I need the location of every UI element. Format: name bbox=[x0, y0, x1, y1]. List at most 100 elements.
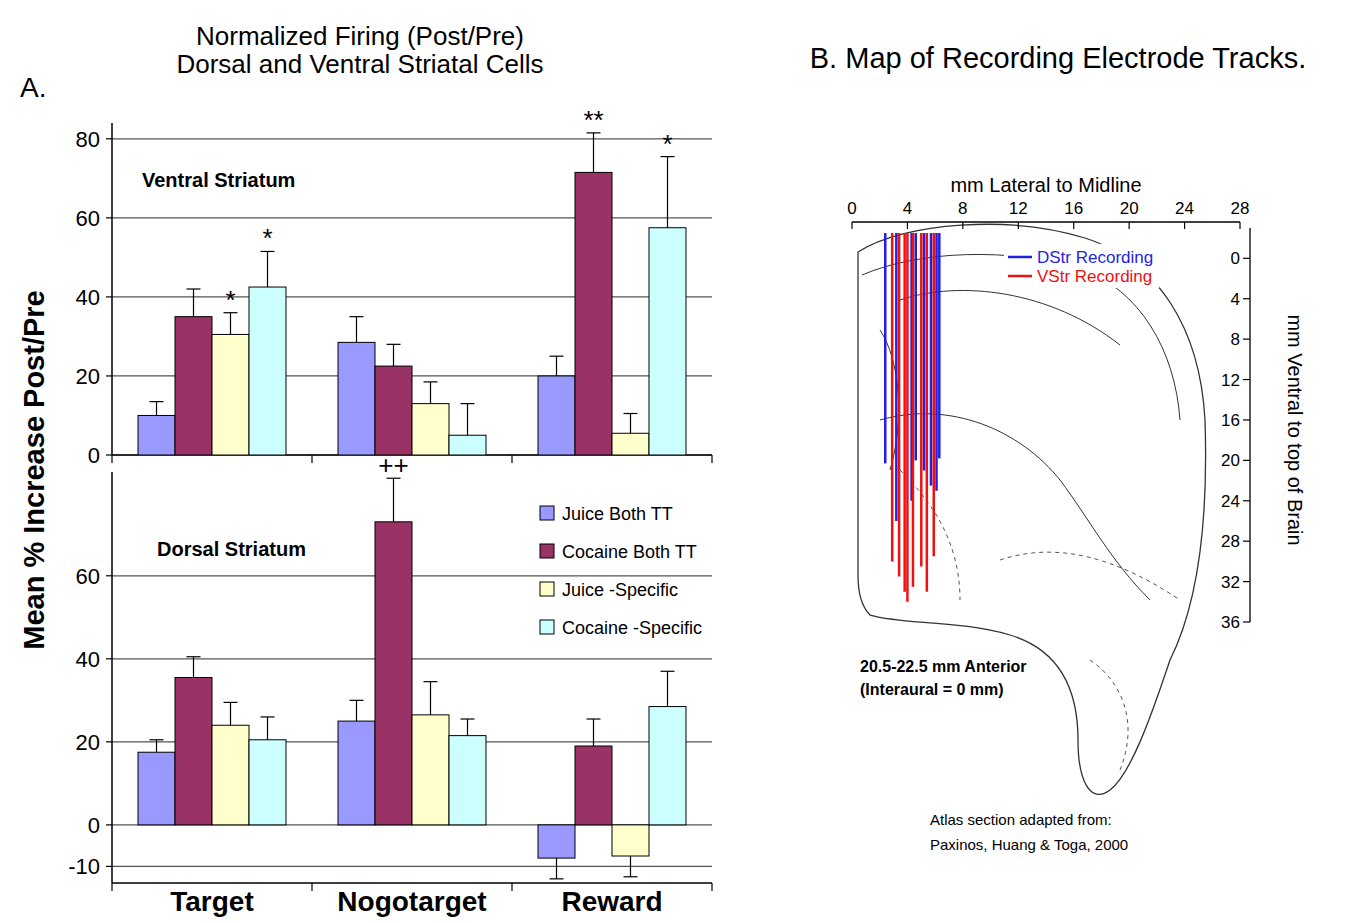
error-cap bbox=[624, 876, 638, 877]
error-bar bbox=[387, 344, 401, 366]
x-tick bbox=[1184, 222, 1185, 229]
error-cap bbox=[624, 413, 638, 414]
y-tick-label: -10 bbox=[68, 854, 100, 879]
error-stem bbox=[556, 356, 557, 376]
y-tick-label: 20 bbox=[1221, 451, 1240, 470]
significance: ++ bbox=[378, 450, 408, 480]
x-tick-label: 24 bbox=[1175, 199, 1194, 218]
error-cap bbox=[224, 702, 238, 703]
map-legend: DStr RecordingVStr Recording bbox=[1004, 244, 1159, 288]
error-cap bbox=[424, 681, 438, 682]
error-bar bbox=[624, 856, 638, 877]
bar bbox=[649, 707, 686, 825]
y-tick bbox=[1243, 500, 1250, 501]
y-tick-label: 60 bbox=[76, 564, 100, 589]
legend-label: DStr Recording bbox=[1037, 248, 1153, 267]
error-cap bbox=[187, 656, 201, 657]
error-bar bbox=[350, 700, 364, 721]
error-stem bbox=[156, 402, 157, 416]
bar bbox=[175, 678, 212, 825]
electrode-track bbox=[935, 233, 938, 491]
y-tick-label: 8 bbox=[1231, 330, 1240, 349]
error-bar bbox=[587, 719, 601, 746]
y-tick bbox=[1243, 621, 1250, 622]
credit: Paxinos, Huang & Toga, 2000 bbox=[930, 836, 1128, 853]
x-axis bbox=[112, 882, 712, 884]
y-tick-label: 16 bbox=[1221, 411, 1240, 430]
x-tick-label: 16 bbox=[1064, 199, 1083, 218]
x-tick bbox=[1073, 222, 1074, 229]
grid-line bbox=[112, 138, 712, 139]
legend-swatch bbox=[540, 582, 554, 596]
legend-background bbox=[1004, 244, 1159, 288]
y-axis bbox=[111, 472, 113, 883]
y-tick-label: 12 bbox=[1221, 371, 1240, 390]
electrode-track bbox=[938, 233, 941, 458]
y-tick bbox=[1243, 419, 1250, 420]
x-tick bbox=[962, 222, 963, 229]
y-tick-label: 60 bbox=[76, 206, 100, 231]
x-tick bbox=[1018, 222, 1019, 229]
x-tick bbox=[511, 455, 512, 463]
map-axes: 0481216202428mm Lateral to Midline048121… bbox=[847, 174, 1306, 632]
panel-title: B. Map of Recording Electrode Tracks. bbox=[810, 42, 1306, 74]
bar bbox=[249, 287, 286, 455]
significance: ** bbox=[583, 105, 603, 135]
bar bbox=[138, 752, 175, 825]
y-axis-title: Mean % Increase Post/Pre bbox=[18, 290, 50, 649]
error-cap bbox=[461, 718, 475, 719]
error-bar bbox=[187, 657, 201, 678]
x-tick bbox=[711, 883, 712, 891]
dotted-line bbox=[1000, 552, 1180, 600]
bar bbox=[375, 366, 412, 455]
error-bar bbox=[350, 317, 364, 343]
error-stem bbox=[630, 414, 631, 434]
error-bar bbox=[150, 402, 164, 416]
y-tick bbox=[1243, 379, 1250, 380]
error-cap bbox=[261, 716, 275, 717]
caption: 20.5-22.5 mm Anterior bbox=[860, 658, 1027, 675]
error-stem bbox=[630, 856, 631, 877]
chart-title: Dorsal Striatum bbox=[157, 538, 306, 560]
y-tick-label: 0 bbox=[1231, 249, 1240, 268]
error-bar bbox=[187, 289, 201, 317]
dotted-line bbox=[900, 470, 960, 600]
electrode-track bbox=[906, 233, 909, 602]
bar bbox=[338, 342, 375, 455]
error-stem bbox=[393, 344, 394, 366]
electrode-track bbox=[926, 233, 929, 592]
x-tick bbox=[311, 883, 312, 891]
legend-line bbox=[1008, 256, 1032, 259]
grid-line bbox=[112, 866, 712, 867]
y-tick-label: 0 bbox=[88, 443, 100, 468]
x-tick bbox=[907, 222, 908, 229]
y-tick-label: 20 bbox=[76, 364, 100, 389]
error-bar bbox=[461, 719, 475, 736]
error-bar bbox=[624, 414, 638, 434]
panel-label: A. bbox=[20, 72, 46, 103]
error-bar bbox=[550, 858, 564, 879]
legend-label: Cocaine -Specific bbox=[562, 618, 702, 638]
x-tick-label: Reward bbox=[561, 886, 662, 917]
y-tick bbox=[1243, 258, 1250, 259]
legend-label: Cocaine Both TT bbox=[562, 542, 697, 562]
y-tick-label: 40 bbox=[76, 647, 100, 672]
x-tick-label: 0 bbox=[847, 199, 856, 218]
bar bbox=[612, 433, 649, 455]
y-tick bbox=[1243, 298, 1250, 299]
error-bar bbox=[587, 133, 601, 173]
legend-label: Juice -Specific bbox=[562, 580, 678, 600]
error-cap bbox=[550, 356, 564, 357]
bar bbox=[412, 404, 449, 455]
x-tick-label: 20 bbox=[1120, 199, 1139, 218]
electrode-track bbox=[933, 233, 936, 556]
error-cap bbox=[150, 401, 164, 402]
y-tick bbox=[106, 296, 112, 297]
bar bbox=[412, 715, 449, 825]
error-bar bbox=[224, 702, 238, 725]
error-bar bbox=[550, 356, 564, 376]
error-bar bbox=[150, 740, 164, 752]
electrode-track bbox=[923, 233, 926, 470]
legend: Juice Both TTCocaine Both TTJuice -Speci… bbox=[540, 504, 702, 638]
chart-title: Ventral Striatum bbox=[142, 169, 295, 191]
